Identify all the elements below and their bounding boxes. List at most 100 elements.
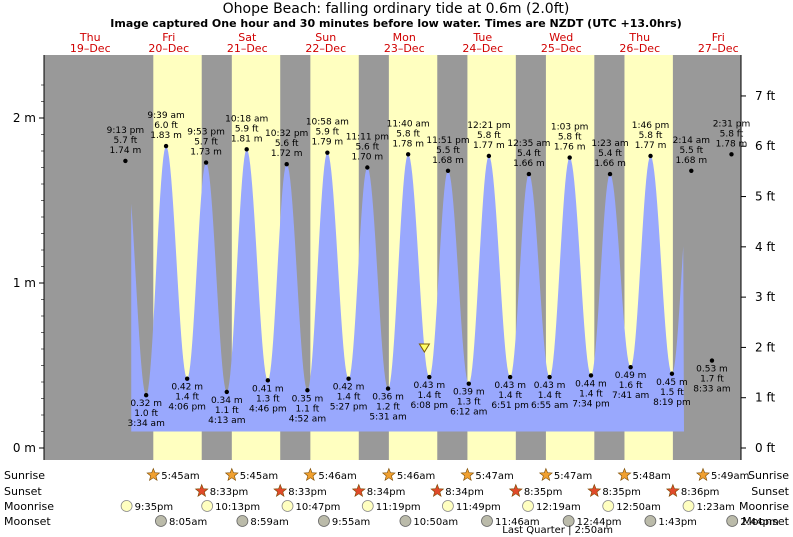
- tide-label: 5.9 ft: [235, 124, 259, 134]
- moonset-icon: [155, 515, 167, 527]
- tide-label: 5.7 ft: [194, 138, 218, 148]
- tide-label: 8:33 am: [693, 385, 730, 395]
- tide-label: 1.78 m: [392, 139, 424, 149]
- moonset-time: 1:43pm: [658, 517, 697, 528]
- sunset-icon: [430, 483, 445, 497]
- sunrise-time: 5:47am: [554, 471, 592, 482]
- tide-label: 7:34 pm: [572, 399, 610, 409]
- tide-label: 0.42 m: [333, 383, 365, 393]
- tide-label: 1.68 m: [675, 156, 707, 166]
- moonset-time: 11:46am: [495, 517, 540, 528]
- tide-label: 6:55 am: [531, 401, 568, 411]
- high-tide-point: [445, 168, 451, 173]
- tide-label: 1.2 ft: [376, 403, 400, 413]
- tide-label: 3:34 am: [127, 419, 164, 429]
- tide-label: 5.8 ft: [639, 131, 663, 141]
- moonrise-legend-left: Moonrise: [4, 500, 54, 513]
- moonset-legend-left: Moonset: [4, 515, 51, 528]
- tide-label: 0.41 m: [252, 384, 284, 394]
- y-tick-ft: 4 ft: [755, 240, 775, 254]
- moonset-time: 9:55am: [332, 517, 370, 528]
- tide-label: 5.8 ft: [720, 129, 744, 139]
- high-tide-point: [365, 165, 370, 170]
- low-tide-point: [628, 364, 633, 370]
- low-tide-point: [346, 376, 351, 381]
- high-tide-point: [689, 168, 694, 173]
- tide-label: 1.81 m: [231, 134, 263, 144]
- moonrise-icon: [361, 500, 374, 512]
- moonrise-legend-right: Moonrise: [739, 500, 789, 513]
- moonset-icon: [644, 515, 657, 527]
- tide-label: 5.9 ft: [316, 128, 340, 138]
- tide-label: 1.7 ft: [700, 375, 724, 385]
- moonset-time: 2:44pm: [740, 517, 779, 528]
- high-tide-point: [203, 160, 209, 165]
- tide-label: 0.43 m: [413, 381, 445, 391]
- moonrise-icon: [522, 500, 534, 512]
- high-tide-point: [526, 171, 532, 177]
- moonrise-time: 9:35pm: [135, 502, 174, 513]
- tide-label: 0.45 m: [656, 378, 688, 388]
- day-name: Sat: [238, 31, 257, 44]
- y-tick-ft: 1 ft: [755, 391, 775, 405]
- tide-label: 10:18 am: [225, 114, 268, 124]
- moonrise-icon: [442, 500, 454, 512]
- sunrise-icon: [460, 467, 475, 481]
- tide-label: 1.76 m: [554, 143, 586, 153]
- sunrise-icon: [538, 467, 553, 481]
- tide-label: 1.66 m: [594, 159, 626, 169]
- tide-label: 4:06 pm: [168, 403, 206, 413]
- tide-label: 0.32 m: [130, 399, 162, 409]
- moonset-time: 8:59am: [250, 517, 288, 528]
- low-tide-point: [385, 386, 391, 391]
- tide-label: 8:19 pm: [653, 398, 691, 408]
- tide-label: 1.83 m: [150, 131, 182, 141]
- tide-label: 5.5 ft: [436, 146, 460, 156]
- sunset-icon: [587, 483, 602, 497]
- day-date: 26–Dec: [619, 42, 660, 55]
- tide-label: 1:03 pm: [551, 123, 589, 133]
- tide-label: 5.6 ft: [275, 139, 299, 149]
- tide-label: 5.4 ft: [598, 149, 622, 159]
- sunset-time: 8:33pm: [288, 487, 327, 498]
- tide-label: 1.4 ft: [175, 393, 199, 403]
- sunrise-icon: [146, 467, 161, 481]
- moonset-icon: [399, 515, 412, 527]
- low-tide-point: [669, 371, 675, 376]
- tide-label: 1.73 m: [190, 148, 222, 158]
- low-tide-point: [224, 389, 229, 395]
- tide-label: 6:12 am: [450, 408, 487, 418]
- tide-label: 1.4 ft: [337, 393, 361, 403]
- tide-label: 1.5 ft: [660, 388, 684, 398]
- day-date: 22–Dec: [305, 42, 346, 55]
- moon-phase: Last Quarter | 2:50am: [502, 525, 613, 536]
- high-tide-point: [729, 152, 734, 157]
- sunrise-icon: [617, 467, 632, 481]
- sunrise-time: 5:49am: [711, 471, 749, 482]
- day-name: Fri: [162, 31, 175, 44]
- moonrise-icon: [120, 500, 133, 512]
- sunrise-icon: [381, 467, 396, 481]
- y-tick-ft: 5 ft: [755, 190, 775, 204]
- tide-label: 1.78 m: [716, 139, 748, 149]
- tide-label: 1.1 ft: [296, 404, 320, 414]
- sunrise-icon: [696, 467, 710, 481]
- day-name: Sun: [315, 31, 336, 44]
- tide-label: 1.1 ft: [215, 406, 239, 416]
- sunrise-time: 5:46am: [318, 471, 356, 482]
- tide-label: 1.74 m: [110, 146, 142, 156]
- day-name: Fri: [712, 31, 725, 44]
- tide-label: 5.8 ft: [477, 131, 501, 141]
- tide-label: 1.79 m: [312, 138, 344, 148]
- tide-label: 4:46 pm: [249, 404, 287, 414]
- day-labels: Thu19–DecFri20–DecSat21–DecSun22–DecMon2…: [70, 31, 739, 55]
- low-tide-point: [507, 374, 513, 380]
- tide-label: 1.66 m: [513, 159, 545, 169]
- tide-label: 1.6 ft: [619, 381, 643, 391]
- tide-label: 0.42 m: [171, 383, 203, 393]
- low-tide-point: [427, 374, 432, 380]
- sunset-time: 8:33pm: [210, 487, 249, 498]
- y-tick-ft: 0 ft: [755, 441, 775, 455]
- day-date: 27–Dec: [698, 42, 739, 55]
